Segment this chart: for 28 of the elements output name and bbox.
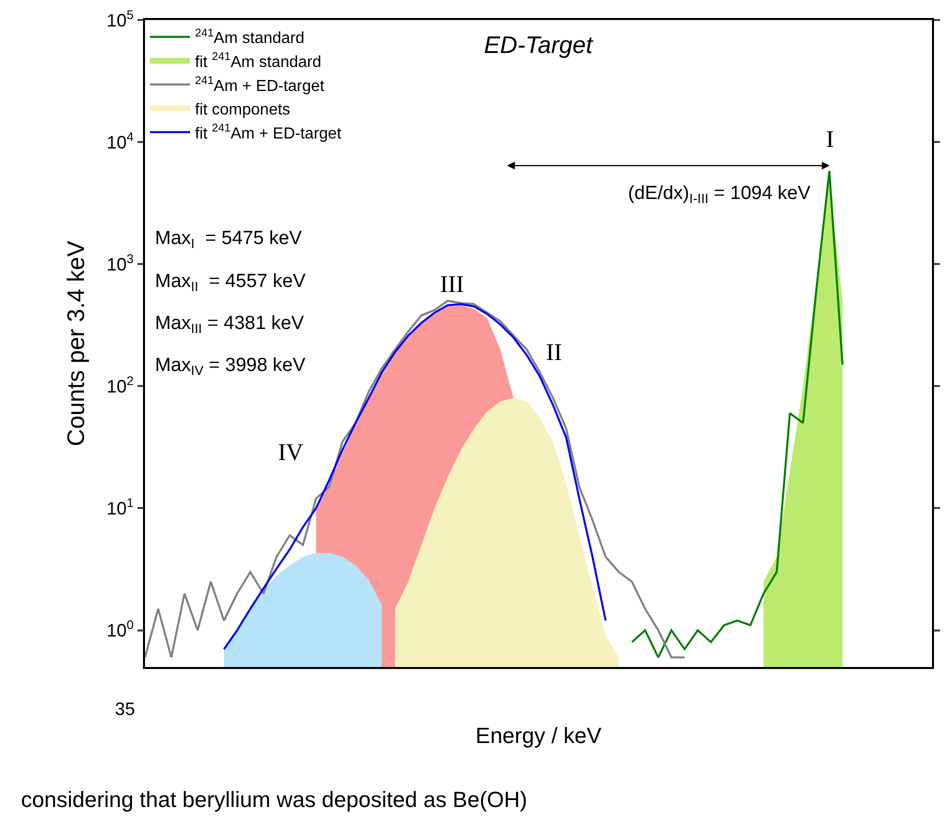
text: 35 <box>115 699 136 719</box>
annotation: IV <box>278 440 304 466</box>
annotation: I <box>826 127 834 153</box>
legend-label: $^{241}$Am + ED-target <box>195 75 325 95</box>
legend-label: fit $^{241}$Am + ED-target <box>195 122 342 142</box>
y-tick-label: 10$^{2}$ <box>106 374 134 396</box>
y-tick-label: 10$^{4}$ <box>106 130 134 152</box>
annotation: Max$_{III}$ = 4381 keV <box>155 313 304 336</box>
annotation: Max$_{I}$ = 5475 keV <box>155 228 302 251</box>
annotation: II <box>546 340 562 366</box>
line-series <box>630 170 844 658</box>
y-tick-label: 10$^{1}$ <box>106 496 134 519</box>
text: ED-Target <box>484 32 594 59</box>
annotation: III <box>440 272 464 298</box>
y-tick-label: 10$^{5}$ <box>106 8 134 30</box>
legend-label: fit componets <box>195 102 290 119</box>
line-series <box>145 300 686 658</box>
y-tick-label: 10$^{0}$ <box>106 618 134 641</box>
y-axis-title: Counts per 3.4 keV <box>63 240 90 446</box>
y-tick-label: 10$^{3}$ <box>106 252 134 274</box>
text: considering that beryllium was deposited as Be(OH) <box>21 787 528 812</box>
x-axis-title: Energy / keV <box>476 723 602 748</box>
annotation: Max$_{II}$ = 4557 keV <box>155 271 306 294</box>
legend-label: fit $^{241}$Am standard <box>195 51 322 71</box>
annotation: (dE/dx)$_{I-III}$ = 1094 keV <box>628 183 811 206</box>
annotation: Max$_{IV}$ = 3998 keV <box>155 355 306 378</box>
line-series <box>222 303 607 650</box>
legend-label: $^{241}$Am standard <box>195 27 304 48</box>
